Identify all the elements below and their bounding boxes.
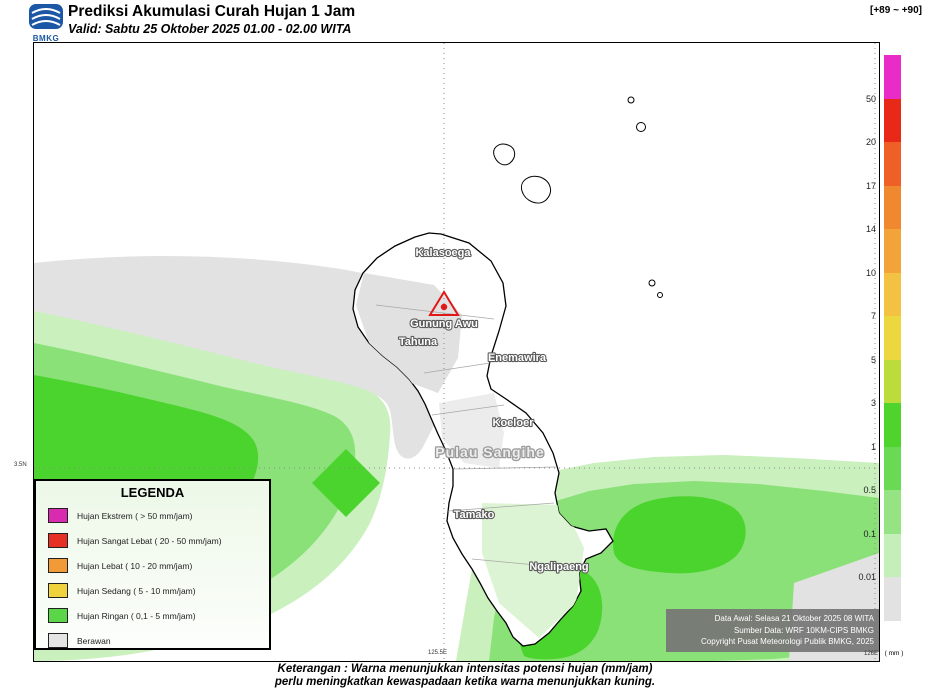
place-label: Koeloer xyxy=(493,417,535,429)
map-frame: Kalasoega Gunung Awu Tahuna Enemawira Koeloe… xyxy=(33,42,880,662)
colorbar-segment xyxy=(884,403,901,447)
colorbar-segment xyxy=(884,98,901,143)
legend-box: LEGENDA Hujan Ekstrem ( > 50 mm/jam) Huja… xyxy=(34,479,271,650)
rain-cell-diamond xyxy=(312,449,380,517)
data-start-line: Data Awal: Selasa 21 Oktober 2025 08 WIT… xyxy=(714,614,874,623)
island-name-label: Pulau Sangihe xyxy=(435,444,544,460)
colorbar-segment xyxy=(884,316,901,360)
colorbar-tick: 0.1 xyxy=(863,528,876,539)
legend-swatch xyxy=(48,558,68,573)
legend-item: Hujan Ringan ( 0,1 - 5 mm/jam) xyxy=(36,603,269,628)
legend-item-label: Hujan Sangat Lebat ( 20 - 50 mm/jam) xyxy=(77,535,222,546)
copyright-line: Copyright Pusat Meteorologi Publik BMKG,… xyxy=(701,637,874,647)
colorbar-segment xyxy=(884,577,901,621)
legend-swatch xyxy=(48,583,68,598)
latitude-label: 3.5N xyxy=(14,462,27,468)
island-cloud-patch xyxy=(356,273,462,393)
bmkg-logo-icon xyxy=(29,4,63,29)
legend-swatch xyxy=(48,533,68,548)
colorbar-segment xyxy=(884,55,901,99)
place-label: Tahuna xyxy=(399,336,438,348)
legend-swatch xyxy=(48,633,68,648)
volcano-marker xyxy=(428,290,460,316)
legend-item: Hujan Sangat Lebat ( 20 - 50 mm/jam) xyxy=(36,528,269,553)
place-label: Tamako xyxy=(454,509,495,521)
legend-title: LEGENDA xyxy=(120,485,185,500)
rain-area-bright-east xyxy=(613,496,746,574)
legend-item: Hujan Sedang ( 5 - 10 mm/jam) xyxy=(36,578,269,603)
forecast-hour-range: [+89 ~ +90] xyxy=(870,5,922,16)
legend-item-label: Hujan Sedang ( 5 - 10 mm/jam) xyxy=(77,585,196,596)
colorbar-ticks: 50 20 17 14 10 7 5 3 1 0.5 0.1 0.01 xyxy=(846,55,876,621)
place-labels: Kalasoega Gunung Awu Tahuna Enemawira Koeloe… xyxy=(398,246,590,574)
legend-swatch xyxy=(48,508,68,523)
legend-item: Hujan Ekstrem ( > 50 mm/jam) xyxy=(36,503,269,528)
grid-lines xyxy=(34,43,879,661)
legend-item-label: Berawan xyxy=(77,635,111,646)
colorbar-tick: 7 xyxy=(870,311,876,322)
place-label: Ngalipaeng xyxy=(529,561,588,573)
colorbar-tick: 20 xyxy=(865,137,876,148)
colorbar-segments xyxy=(884,55,901,621)
legend-item-label: Hujan Ringan ( 0,1 - 5 mm/jam) xyxy=(77,610,196,621)
colorbar-segment xyxy=(884,490,901,534)
colorbar-tick: 50 xyxy=(865,93,876,104)
colorbar-segment xyxy=(884,229,901,273)
footer-note: Keterangan : Warna menunjukkan intensita… xyxy=(0,663,930,688)
colorbar-tick: 0.01 xyxy=(858,572,876,583)
colorbar-segment xyxy=(884,446,901,491)
footer-note-line1: Keterangan : Warna menunjukkan intensita… xyxy=(277,663,653,675)
colorbar-tick: 5 xyxy=(870,354,876,365)
colorbar xyxy=(884,55,901,621)
bmkg-logo: BMKG xyxy=(26,3,66,43)
legend-item: Hujan Lebat ( 10 - 20 mm/jam) xyxy=(36,553,269,578)
colorbar-tick: 3 xyxy=(870,398,876,409)
colorbar-tick: 14 xyxy=(865,224,876,235)
colorbar-segment xyxy=(884,142,901,186)
legend-item-label: Hujan Ekstrem ( > 50 mm/jam) xyxy=(77,510,193,521)
bmkg-logo-text: BMKG xyxy=(32,34,60,43)
longitude-label-right: 126E xyxy=(864,651,879,657)
legend-items: Hujan Ekstrem ( > 50 mm/jam) Hujan Sangat… xyxy=(36,503,269,653)
valid-time-subtitle: Valid: Sabtu 25 Oktober 2025 01.00 - 02.… xyxy=(68,22,352,36)
colorbar-tick: 10 xyxy=(865,267,876,278)
longitude-label-left: 125.5E xyxy=(428,650,448,656)
legend-swatch xyxy=(48,608,68,623)
data-source-box: Data Awal: Selasa 21 Oktober 2025 08 WIT… xyxy=(666,609,879,652)
colorbar-segment xyxy=(884,272,901,317)
colorbar-tick: 1 xyxy=(870,441,876,452)
colorbar-segment xyxy=(884,359,901,404)
colorbar-tick: 0.5 xyxy=(863,485,876,496)
place-label: Enemawira xyxy=(488,352,547,364)
island-rain-patch-south xyxy=(482,503,584,638)
colorbar-segment xyxy=(884,185,901,230)
page-title: Prediksi Akumulasi Curah Hujan 1 Jam xyxy=(68,3,356,20)
colorbar-tick: 17 xyxy=(865,180,876,191)
colorbar-segment xyxy=(884,533,901,578)
legend-item: Berawan xyxy=(36,628,269,653)
small-islands xyxy=(493,96,663,298)
footer-note-line2: perlu meningkatkan kewaspadaan ketika wa… xyxy=(274,675,656,688)
colorbar-unit: ( mm ) xyxy=(884,650,904,657)
place-label: Kalasoega xyxy=(415,247,471,259)
place-label: Gunung Awu xyxy=(410,318,478,330)
data-source-line: Sumber Data: WRF 10KM-CIPS BMKG xyxy=(733,625,874,635)
legend-item-label: Hujan Lebat ( 10 - 20 mm/jam) xyxy=(77,560,193,571)
